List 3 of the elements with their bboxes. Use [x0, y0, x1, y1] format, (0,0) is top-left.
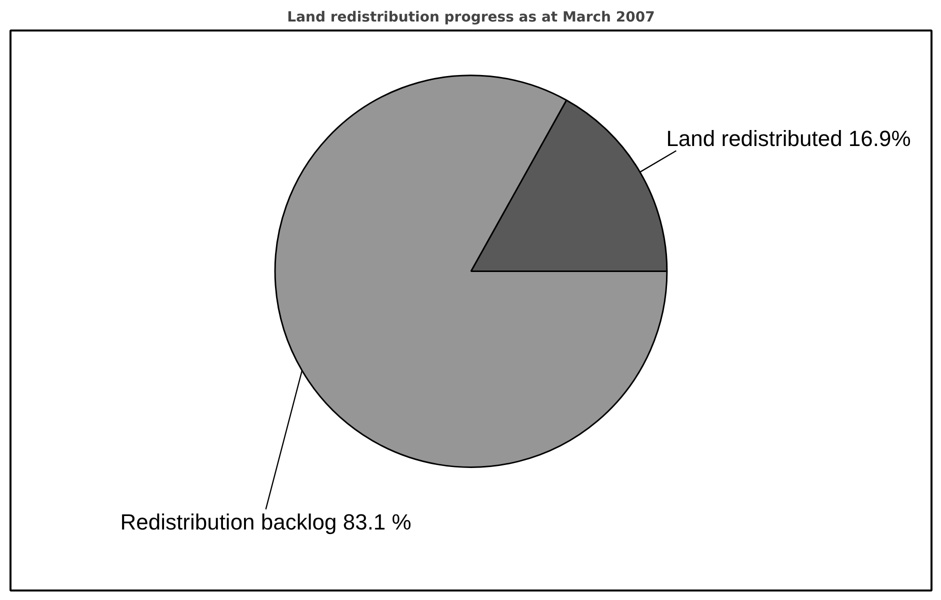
slice-label: Redistribution backlog 83.1 % — [120, 509, 412, 534]
chart-title: Land redistribution progress as at March 2007 — [287, 10, 655, 26]
slice-label: Land redistributed 16.9% — [666, 126, 911, 151]
